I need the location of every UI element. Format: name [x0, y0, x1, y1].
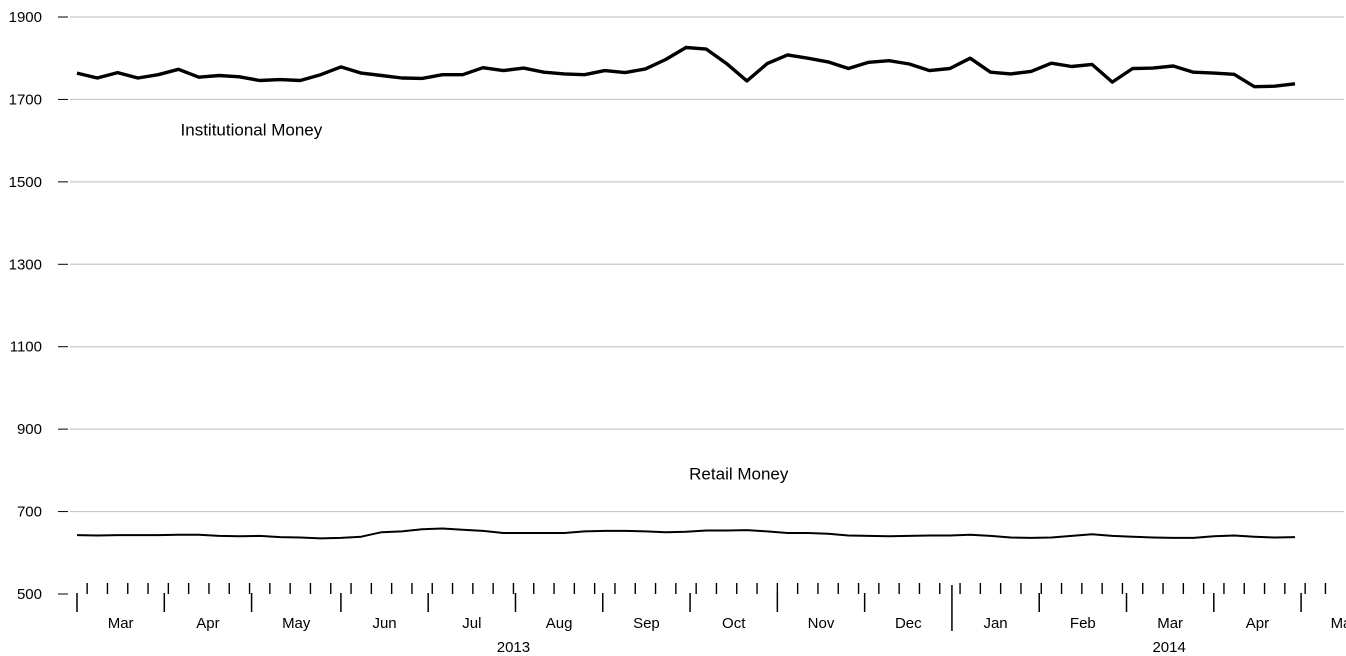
x-month-label: May: [1331, 615, 1346, 632]
y-tick-label: 1500: [9, 174, 42, 191]
series-line-institutional-money: [76, 45, 1296, 89]
x-month-label: Feb: [1070, 615, 1096, 632]
x-month-label: Jan: [983, 615, 1007, 632]
x-month-label: Mar: [1157, 615, 1183, 632]
x-month-label: Jul: [462, 615, 481, 632]
series-line-retail-money: [76, 527, 1296, 540]
y-tick-label: 1700: [9, 91, 42, 108]
x-month-label: Jun: [372, 615, 396, 632]
x-month-label: Dec: [895, 615, 922, 632]
x-month-label: May: [282, 615, 311, 632]
x-month-label: Apr: [1246, 615, 1269, 632]
y-axis: 500 700 900 1100 1300 1500 1700 1900: [9, 9, 68, 603]
y-tick-label: 1100: [10, 339, 42, 356]
x-year-label: 2013: [497, 639, 530, 656]
y-tick-label: 1300: [9, 256, 42, 273]
x-month-label: Apr: [196, 615, 219, 632]
series-annotations: Institutional Money Retail Money: [181, 121, 789, 484]
y-tick-label: 700: [17, 504, 42, 521]
x-axis: Mar Apr May Jun Jul Aug Sep Oct Nov Dec Jan Feb Mar A…: [76, 583, 1346, 656]
series-label: Retail Money: [689, 464, 789, 483]
y-tick-label: 900: [17, 421, 42, 438]
y-tick-label: 500: [17, 586, 42, 603]
x-month-label: Oct: [722, 615, 746, 632]
x-month-label: Sep: [633, 615, 660, 632]
gridlines: [70, 16, 1344, 513]
x-month-label: Nov: [808, 615, 835, 632]
x-month-label: Aug: [546, 615, 573, 632]
series-lines: [76, 45, 1296, 540]
series-label: Institutional Money: [181, 121, 323, 140]
y-tick-label: 1900: [9, 9, 42, 26]
x-month-label: Mar: [108, 615, 134, 632]
x-year-label: 2014: [1152, 639, 1185, 656]
